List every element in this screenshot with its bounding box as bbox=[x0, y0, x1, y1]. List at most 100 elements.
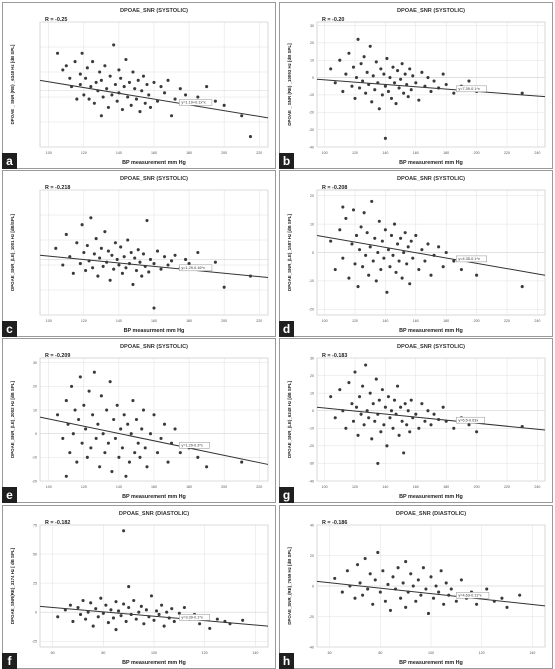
y-tick-label: -40 bbox=[309, 645, 314, 649]
data-point bbox=[240, 460, 244, 464]
data-point bbox=[404, 605, 408, 609]
data-point bbox=[359, 62, 363, 66]
y-tick-label: 10 bbox=[33, 408, 37, 412]
data-point bbox=[129, 250, 133, 255]
data-point bbox=[152, 618, 156, 622]
x-tick-label: 200 bbox=[221, 151, 227, 155]
data-point bbox=[376, 250, 380, 255]
data-point bbox=[376, 412, 380, 416]
data-point bbox=[63, 608, 67, 612]
data-point bbox=[134, 417, 139, 422]
data-point bbox=[393, 587, 398, 591]
data-point bbox=[56, 615, 60, 619]
data-point bbox=[394, 270, 398, 274]
data-point bbox=[159, 267, 163, 271]
data-point bbox=[162, 255, 167, 259]
data-point bbox=[78, 72, 82, 76]
data-point bbox=[366, 587, 370, 591]
data-point bbox=[140, 427, 144, 431]
y-tick-label: -10 bbox=[32, 456, 37, 460]
y-tick-label: 20 bbox=[310, 374, 314, 378]
data-point bbox=[353, 370, 357, 374]
y-tick-label: 0 bbox=[312, 251, 314, 255]
data-point bbox=[241, 618, 245, 622]
data-point bbox=[454, 599, 458, 603]
plot-area bbox=[316, 21, 546, 148]
panel-letter: f bbox=[8, 654, 13, 668]
data-point bbox=[71, 619, 75, 623]
data-point bbox=[406, 590, 410, 594]
x-tick-label: 140 bbox=[116, 319, 122, 323]
data-point bbox=[364, 91, 368, 95]
data-point bbox=[106, 441, 110, 445]
data-point bbox=[157, 612, 161, 617]
data-point bbox=[134, 97, 139, 101]
correlation-label: R = -0.218 bbox=[45, 185, 70, 191]
data-point bbox=[110, 253, 114, 257]
data-point bbox=[91, 624, 95, 628]
data-point bbox=[329, 67, 333, 71]
data-point bbox=[485, 587, 489, 591]
data-point bbox=[391, 65, 395, 69]
data-point bbox=[383, 405, 387, 409]
y-tick-label: 25 bbox=[33, 581, 37, 585]
data-point bbox=[173, 427, 177, 431]
x-tick-label: 120 bbox=[202, 651, 208, 655]
data-point bbox=[347, 51, 351, 55]
y-tick-label: 0 bbox=[312, 409, 314, 413]
data-point bbox=[402, 250, 406, 255]
data-point bbox=[98, 465, 102, 469]
correlation-label: R = -0.186 bbox=[322, 520, 347, 526]
data-point bbox=[103, 451, 107, 455]
x-tick-label: 220 bbox=[256, 319, 262, 323]
data-point bbox=[420, 70, 424, 74]
data-point bbox=[122, 255, 126, 259]
chart-title: DPOAE_SNR (SYSTOLIC) bbox=[397, 344, 465, 350]
data-point bbox=[520, 91, 524, 95]
data-point bbox=[400, 62, 404, 66]
data-point bbox=[87, 259, 91, 263]
data-point bbox=[353, 596, 357, 600]
correlation-label: R = -0.25 bbox=[45, 17, 67, 23]
data-point bbox=[152, 413, 156, 417]
chart-panel-d: 100 120 140 160 180 200 220 24020100-10-20DPOAE… bbox=[279, 170, 553, 337]
x-tick-label: 220 bbox=[256, 151, 262, 155]
panel-letter-badge bbox=[2, 321, 17, 337]
chart-title: DPOAE_SNR (SYSTOLIC) bbox=[120, 8, 188, 14]
data-point bbox=[411, 74, 415, 78]
data-point bbox=[350, 84, 354, 88]
data-point bbox=[391, 426, 395, 430]
data-point bbox=[404, 560, 408, 564]
chart-panel-b: 100 120 140 160 180 200 220 2403020100-10-20-30… bbox=[279, 2, 553, 169]
data-point bbox=[385, 290, 389, 294]
data-point bbox=[113, 436, 117, 440]
data-point bbox=[205, 85, 209, 89]
data-point bbox=[475, 273, 479, 277]
x-tick-label: 240 bbox=[534, 319, 540, 323]
data-point bbox=[99, 114, 103, 118]
data-point bbox=[172, 619, 176, 623]
data-point bbox=[173, 253, 177, 257]
data-point bbox=[423, 419, 427, 423]
data-point bbox=[394, 102, 398, 106]
data-point bbox=[368, 245, 372, 249]
data-point bbox=[361, 593, 365, 597]
data-point bbox=[136, 441, 140, 445]
data-point bbox=[92, 252, 96, 256]
data-point bbox=[364, 253, 368, 257]
x-tick-label: 100 bbox=[46, 485, 52, 489]
data-point bbox=[341, 89, 345, 93]
data-point bbox=[329, 239, 333, 243]
data-point bbox=[409, 239, 413, 243]
data-point bbox=[518, 593, 522, 597]
data-point bbox=[344, 426, 348, 430]
data-point bbox=[399, 405, 403, 409]
data-point bbox=[96, 274, 100, 278]
correlation-label: R = -0.183 bbox=[322, 353, 347, 359]
data-point bbox=[447, 593, 451, 597]
x-tick-label: 220 bbox=[504, 485, 510, 489]
data-point bbox=[333, 416, 337, 420]
data-point bbox=[126, 95, 130, 99]
y-tick-label: 10 bbox=[310, 58, 314, 62]
data-point bbox=[351, 65, 356, 69]
